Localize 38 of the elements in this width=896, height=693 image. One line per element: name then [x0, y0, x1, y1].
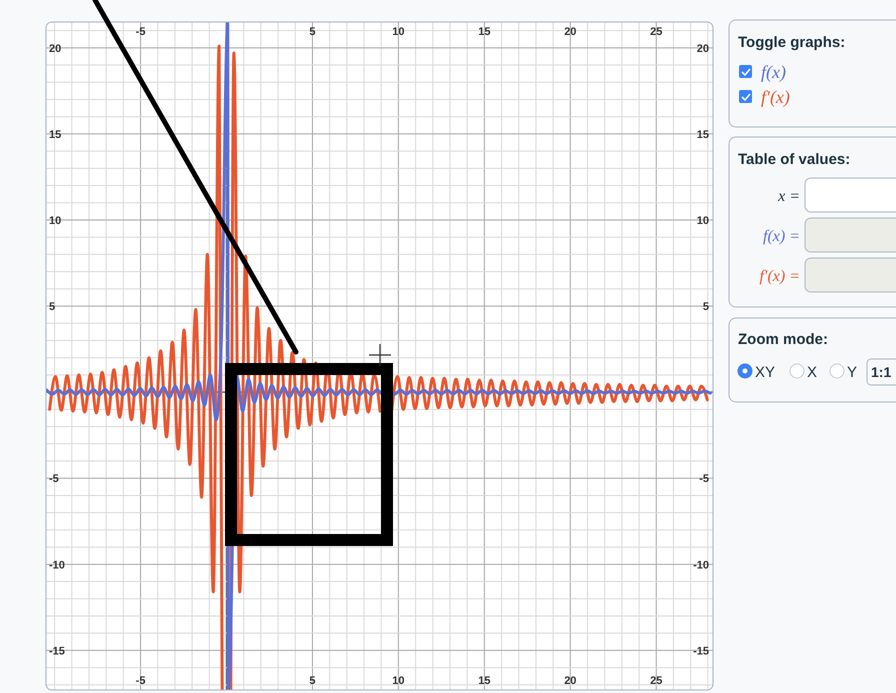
- y2-tick-label: 20: [696, 42, 709, 55]
- x-tick-label: 15: [478, 675, 490, 687]
- y2-tick-label: -15: [693, 645, 709, 658]
- x-tick-label: 25: [650, 675, 662, 687]
- x2-tick-label: 5: [309, 26, 316, 38]
- x-tick-label: 5: [309, 675, 316, 687]
- legend-title: Toggle graphs:: [738, 34, 846, 51]
- text: Table of values:: [738, 151, 850, 168]
- text: f(x): [761, 62, 786, 82]
- x2-tick-label: 20: [564, 26, 576, 38]
- y2-tick-label: -5: [699, 473, 709, 486]
- x2-tick-label: 10: [392, 26, 405, 38]
- text: f′(x) =: [760, 268, 800, 285]
- text: Zoom mode:: [738, 331, 828, 348]
- y-tick-label: 5: [49, 301, 56, 314]
- y-tick-label: 15: [49, 128, 62, 141]
- text: f′(x): [761, 87, 790, 107]
- text: f(x) =: [763, 228, 800, 245]
- y-tick-label: 20: [49, 42, 62, 55]
- text: x =: [777, 188, 800, 205]
- text: Y: [847, 364, 858, 381]
- text: 1:1: [871, 364, 892, 380]
- text: X: [807, 364, 818, 381]
- x2-tick-label: 15: [478, 26, 490, 38]
- y-tick-label: -10: [49, 559, 65, 572]
- y2-tick-label: -10: [693, 559, 709, 572]
- y-tick-label: -15: [49, 645, 65, 658]
- text: XY: [755, 364, 776, 381]
- x-tick-label: 10: [392, 675, 405, 687]
- x2-tick-label: -5: [136, 26, 146, 38]
- x2-tick-label: 25: [650, 26, 662, 38]
- y2-tick-label: 5: [702, 301, 709, 314]
- y2-tick-label: 10: [696, 214, 709, 227]
- y-tick-label: -5: [49, 473, 59, 486]
- y-tick-label: 10: [49, 214, 62, 227]
- y2-tick-label: 15: [696, 128, 709, 141]
- x-tick-label: -5: [136, 675, 146, 687]
- x-tick-label: 20: [564, 675, 576, 687]
